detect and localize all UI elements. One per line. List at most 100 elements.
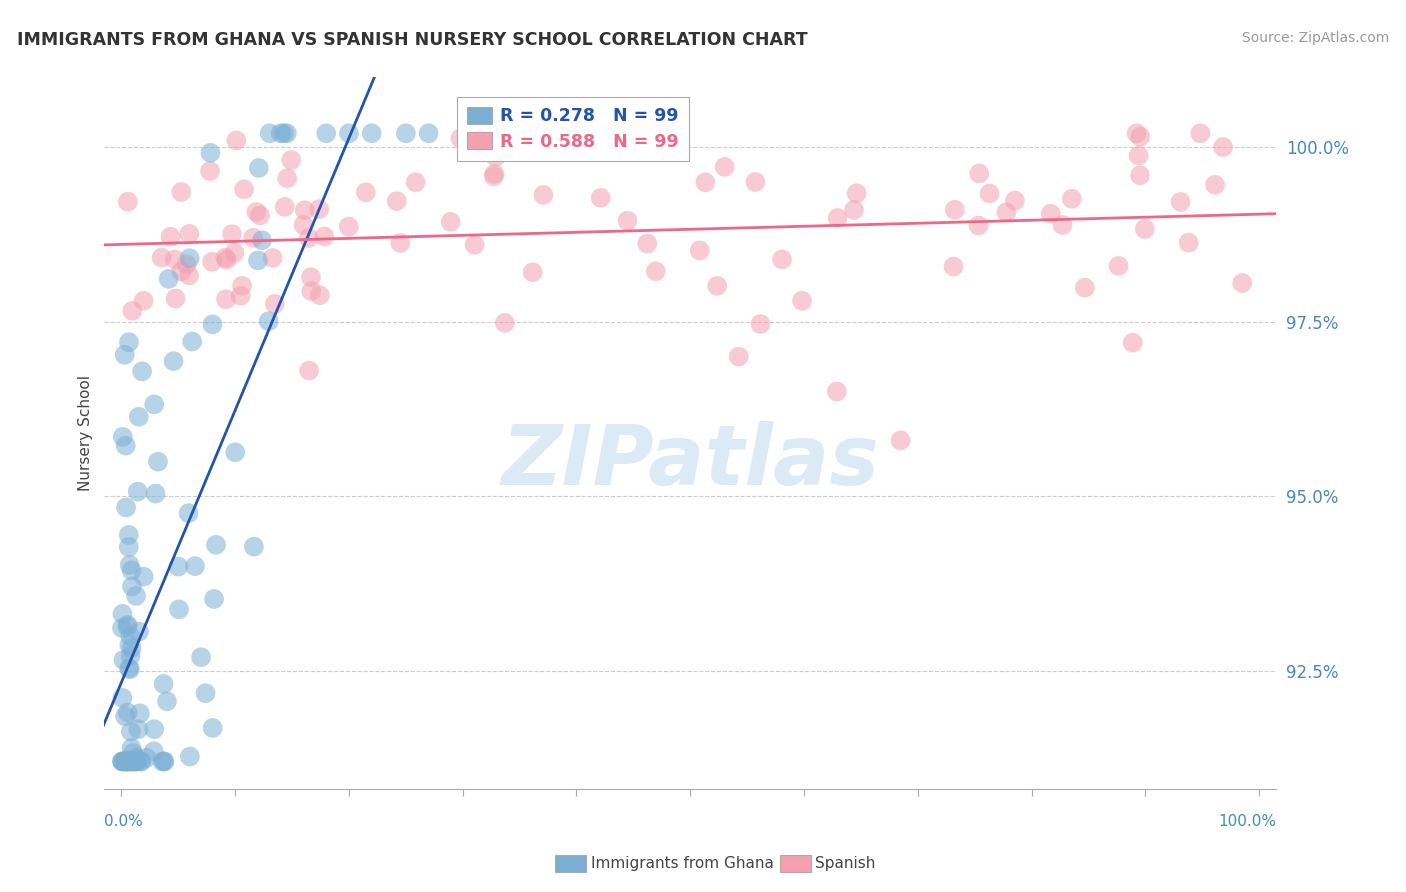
- Point: [157, 272, 180, 286]
- Point: [713, 160, 735, 174]
- Point: [418, 126, 440, 140]
- Point: [706, 279, 728, 293]
- Point: [1212, 140, 1234, 154]
- Point: [214, 251, 236, 265]
- Point: [121, 303, 143, 318]
- Point: [117, 619, 139, 633]
- Point: [170, 185, 193, 199]
- Point: [170, 264, 193, 278]
- Point: [165, 292, 187, 306]
- Point: [1004, 194, 1026, 208]
- Point: [152, 677, 174, 691]
- Point: [1122, 335, 1144, 350]
- Point: [111, 755, 134, 769]
- Point: [890, 434, 912, 448]
- Point: [243, 540, 266, 554]
- Point: [571, 126, 593, 140]
- Point: [114, 348, 136, 362]
- Point: [827, 211, 849, 225]
- Point: [121, 579, 143, 593]
- Point: [117, 755, 139, 769]
- Point: [354, 186, 377, 200]
- Point: [153, 755, 176, 769]
- Point: [118, 638, 141, 652]
- Point: [1052, 218, 1074, 232]
- Text: 0.0%: 0.0%: [104, 814, 143, 829]
- Point: [184, 559, 207, 574]
- Point: [257, 314, 280, 328]
- Point: [616, 213, 638, 227]
- Point: [128, 706, 150, 721]
- Point: [298, 231, 321, 245]
- Point: [112, 755, 135, 769]
- Point: [111, 755, 134, 769]
- Point: [292, 218, 315, 232]
- Point: [124, 755, 146, 769]
- Point: [179, 252, 201, 266]
- Point: [337, 126, 360, 140]
- Point: [249, 209, 271, 223]
- Point: [111, 621, 134, 635]
- Point: [1170, 194, 1192, 209]
- Point: [128, 409, 150, 424]
- Point: [942, 260, 965, 274]
- Point: [315, 126, 337, 140]
- Point: [115, 755, 138, 769]
- Point: [120, 648, 142, 663]
- Point: [1204, 178, 1226, 192]
- Point: [114, 439, 136, 453]
- Point: [1129, 169, 1152, 183]
- Point: [118, 662, 141, 676]
- Point: [314, 229, 336, 244]
- Point: [115, 755, 138, 769]
- Point: [120, 755, 142, 769]
- Point: [273, 126, 295, 140]
- Point: [117, 755, 139, 769]
- Point: [145, 486, 167, 500]
- Point: [689, 244, 711, 258]
- Point: [979, 186, 1001, 201]
- Point: [276, 171, 298, 186]
- Point: [231, 278, 253, 293]
- Point: [225, 133, 247, 147]
- Point: [201, 254, 224, 268]
- Point: [1060, 192, 1083, 206]
- Point: [122, 755, 145, 769]
- Point: [337, 219, 360, 234]
- Point: [943, 202, 966, 217]
- Point: [115, 755, 138, 769]
- Point: [150, 755, 173, 769]
- Point: [118, 755, 141, 769]
- Point: [179, 227, 201, 241]
- Point: [531, 188, 554, 202]
- Point: [770, 252, 793, 267]
- Point: [449, 131, 471, 145]
- Point: [967, 219, 990, 233]
- Point: [118, 558, 141, 572]
- Point: [360, 126, 382, 140]
- Point: [221, 227, 243, 242]
- Point: [125, 755, 148, 769]
- Point: [744, 175, 766, 189]
- Point: [845, 186, 868, 201]
- Point: [202, 592, 225, 607]
- Point: [176, 257, 198, 271]
- Point: [205, 538, 228, 552]
- Point: [263, 297, 285, 311]
- Point: [485, 150, 508, 164]
- Point: [229, 289, 252, 303]
- Text: Spanish: Spanish: [815, 856, 876, 871]
- Point: [111, 607, 134, 621]
- Point: [1128, 148, 1150, 162]
- Point: [190, 650, 212, 665]
- Point: [201, 318, 224, 332]
- Point: [280, 153, 302, 167]
- Point: [1189, 126, 1212, 140]
- Point: [120, 724, 142, 739]
- Point: [117, 194, 139, 209]
- Point: [294, 203, 316, 218]
- Point: [121, 641, 143, 656]
- Point: [159, 229, 181, 244]
- Text: 100.0%: 100.0%: [1218, 814, 1277, 829]
- Point: [132, 293, 155, 308]
